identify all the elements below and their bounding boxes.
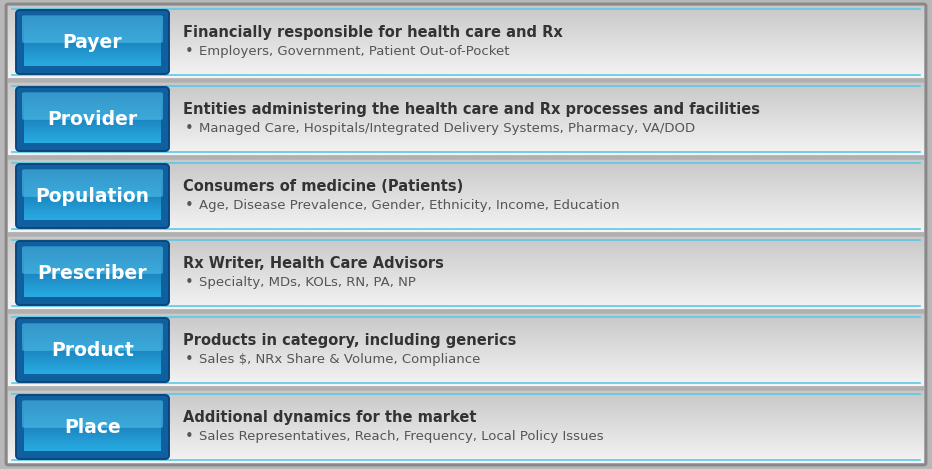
Text: Population: Population xyxy=(35,187,149,205)
FancyBboxPatch shape xyxy=(22,169,163,197)
Text: •: • xyxy=(185,352,194,367)
Text: •: • xyxy=(185,121,194,136)
Text: Payer: Payer xyxy=(62,32,122,52)
Text: Employers, Government, Patient Out-of-Pocket: Employers, Government, Patient Out-of-Po… xyxy=(199,45,510,58)
FancyBboxPatch shape xyxy=(16,87,169,151)
Text: •: • xyxy=(185,44,194,59)
FancyBboxPatch shape xyxy=(16,318,169,382)
FancyBboxPatch shape xyxy=(22,401,163,428)
Text: Place: Place xyxy=(64,417,121,437)
Text: Sales Representatives, Reach, Frequency, Local Policy Issues: Sales Representatives, Reach, Frequency,… xyxy=(199,430,604,443)
Text: Products in category, including generics: Products in category, including generics xyxy=(183,333,516,348)
Text: Additional dynamics for the market: Additional dynamics for the market xyxy=(183,410,476,425)
Text: Entities administering the health care and Rx processes and facilities: Entities administering the health care a… xyxy=(183,102,760,117)
Text: Specialty, MDs, KOLs, RN, PA, NP: Specialty, MDs, KOLs, RN, PA, NP xyxy=(199,276,416,289)
Text: Consumers of medicine (Patients): Consumers of medicine (Patients) xyxy=(183,179,463,194)
Text: •: • xyxy=(185,429,194,444)
FancyBboxPatch shape xyxy=(16,10,169,74)
Text: Product: Product xyxy=(51,340,134,360)
Text: Rx Writer, Health Care Advisors: Rx Writer, Health Care Advisors xyxy=(183,256,444,271)
FancyBboxPatch shape xyxy=(22,15,163,43)
FancyBboxPatch shape xyxy=(16,241,169,305)
FancyBboxPatch shape xyxy=(22,246,163,274)
Text: Sales $, NRx Share & Volume, Compliance: Sales $, NRx Share & Volume, Compliance xyxy=(199,353,480,366)
FancyBboxPatch shape xyxy=(22,92,163,120)
Text: Managed Care, Hospitals/Integrated Delivery Systems, Pharmacy, VA/DOD: Managed Care, Hospitals/Integrated Deliv… xyxy=(199,122,695,135)
FancyBboxPatch shape xyxy=(16,395,169,459)
Text: Provider: Provider xyxy=(48,109,138,129)
Text: Financially responsible for health care and Rx: Financially responsible for health care … xyxy=(183,25,563,40)
FancyBboxPatch shape xyxy=(16,164,169,228)
Text: Age, Disease Prevalence, Gender, Ethnicity, Income, Education: Age, Disease Prevalence, Gender, Ethnici… xyxy=(199,199,620,212)
Text: •: • xyxy=(185,198,194,213)
FancyBboxPatch shape xyxy=(22,323,163,351)
Text: •: • xyxy=(185,275,194,290)
Text: Prescriber: Prescriber xyxy=(37,264,147,282)
